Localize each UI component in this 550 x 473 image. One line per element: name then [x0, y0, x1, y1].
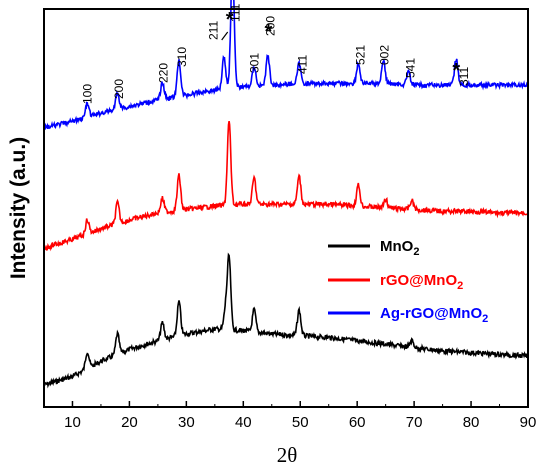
legend-label-rgo-mno2: rGO@MnO2 — [380, 272, 463, 292]
peak-star-marker: * — [264, 21, 272, 43]
x-tick-label-40: 40 — [235, 414, 252, 431]
peak-label-211: 211 — [207, 21, 221, 40]
series-line-mno2 — [43, 252, 529, 389]
x-tick-label-30: 30 — [178, 414, 195, 431]
annotation-arrow — [221, 31, 229, 41]
peak-label-200: 200 — [112, 79, 126, 99]
series-layer — [43, 0, 529, 389]
peak-star-marker: * — [226, 9, 234, 31]
x-tick-label-60: 60 — [349, 414, 366, 431]
peak-label-411: 411 — [296, 55, 310, 74]
series-line-ag-rgo-mno2 — [43, 0, 529, 131]
series-line-rgo-mno2 — [43, 120, 529, 252]
x-tick-label-10: 10 — [64, 414, 81, 431]
peak-label-310: 310 — [175, 47, 189, 67]
x-tick-label-70: 70 — [406, 414, 423, 431]
peak-label-100: 100 — [80, 84, 94, 104]
legend: MnO2 rGO@MnO2 Ag-rGO@MnO2 — [328, 238, 488, 325]
peak-star-marker: * — [452, 60, 460, 82]
peak-label-111: 111 — [228, 3, 242, 22]
peak-label-002: 002 — [378, 45, 392, 65]
legend-entry-ag-rgo-mno2: Ag-rGO@MnO2 — [328, 305, 488, 325]
x-ticks: 10 20 30 40 50 60 70 80 90 — [64, 401, 536, 431]
peak-label-541: 541 — [404, 58, 418, 78]
peak-label-220: 220 — [157, 63, 171, 83]
plot-frame — [43, 8, 529, 408]
peak-label-200: 200 — [264, 16, 278, 36]
legend-label-ag-rgo-mno2: Ag-rGO@MnO2 — [380, 305, 488, 325]
peak-label-311: 311 — [457, 67, 471, 86]
peak-label-521: 521 — [354, 45, 368, 65]
y-axis-label: Intensity (a.u.) — [7, 137, 30, 279]
x-tick-label-50: 50 — [292, 414, 309, 431]
legend-entry-mno2: MnO2 — [328, 238, 419, 258]
x-tick-label-20: 20 — [121, 414, 138, 431]
peak-label-301: 301 — [248, 53, 262, 73]
x-axis-label: 2θ — [277, 443, 298, 467]
legend-entry-rgo-mno2: rGO@MnO2 — [328, 272, 463, 292]
legend-label-mno2: MnO2 — [380, 238, 419, 258]
x-tick-label-90: 90 — [520, 414, 537, 431]
x-tick-label-80: 80 — [463, 414, 480, 431]
